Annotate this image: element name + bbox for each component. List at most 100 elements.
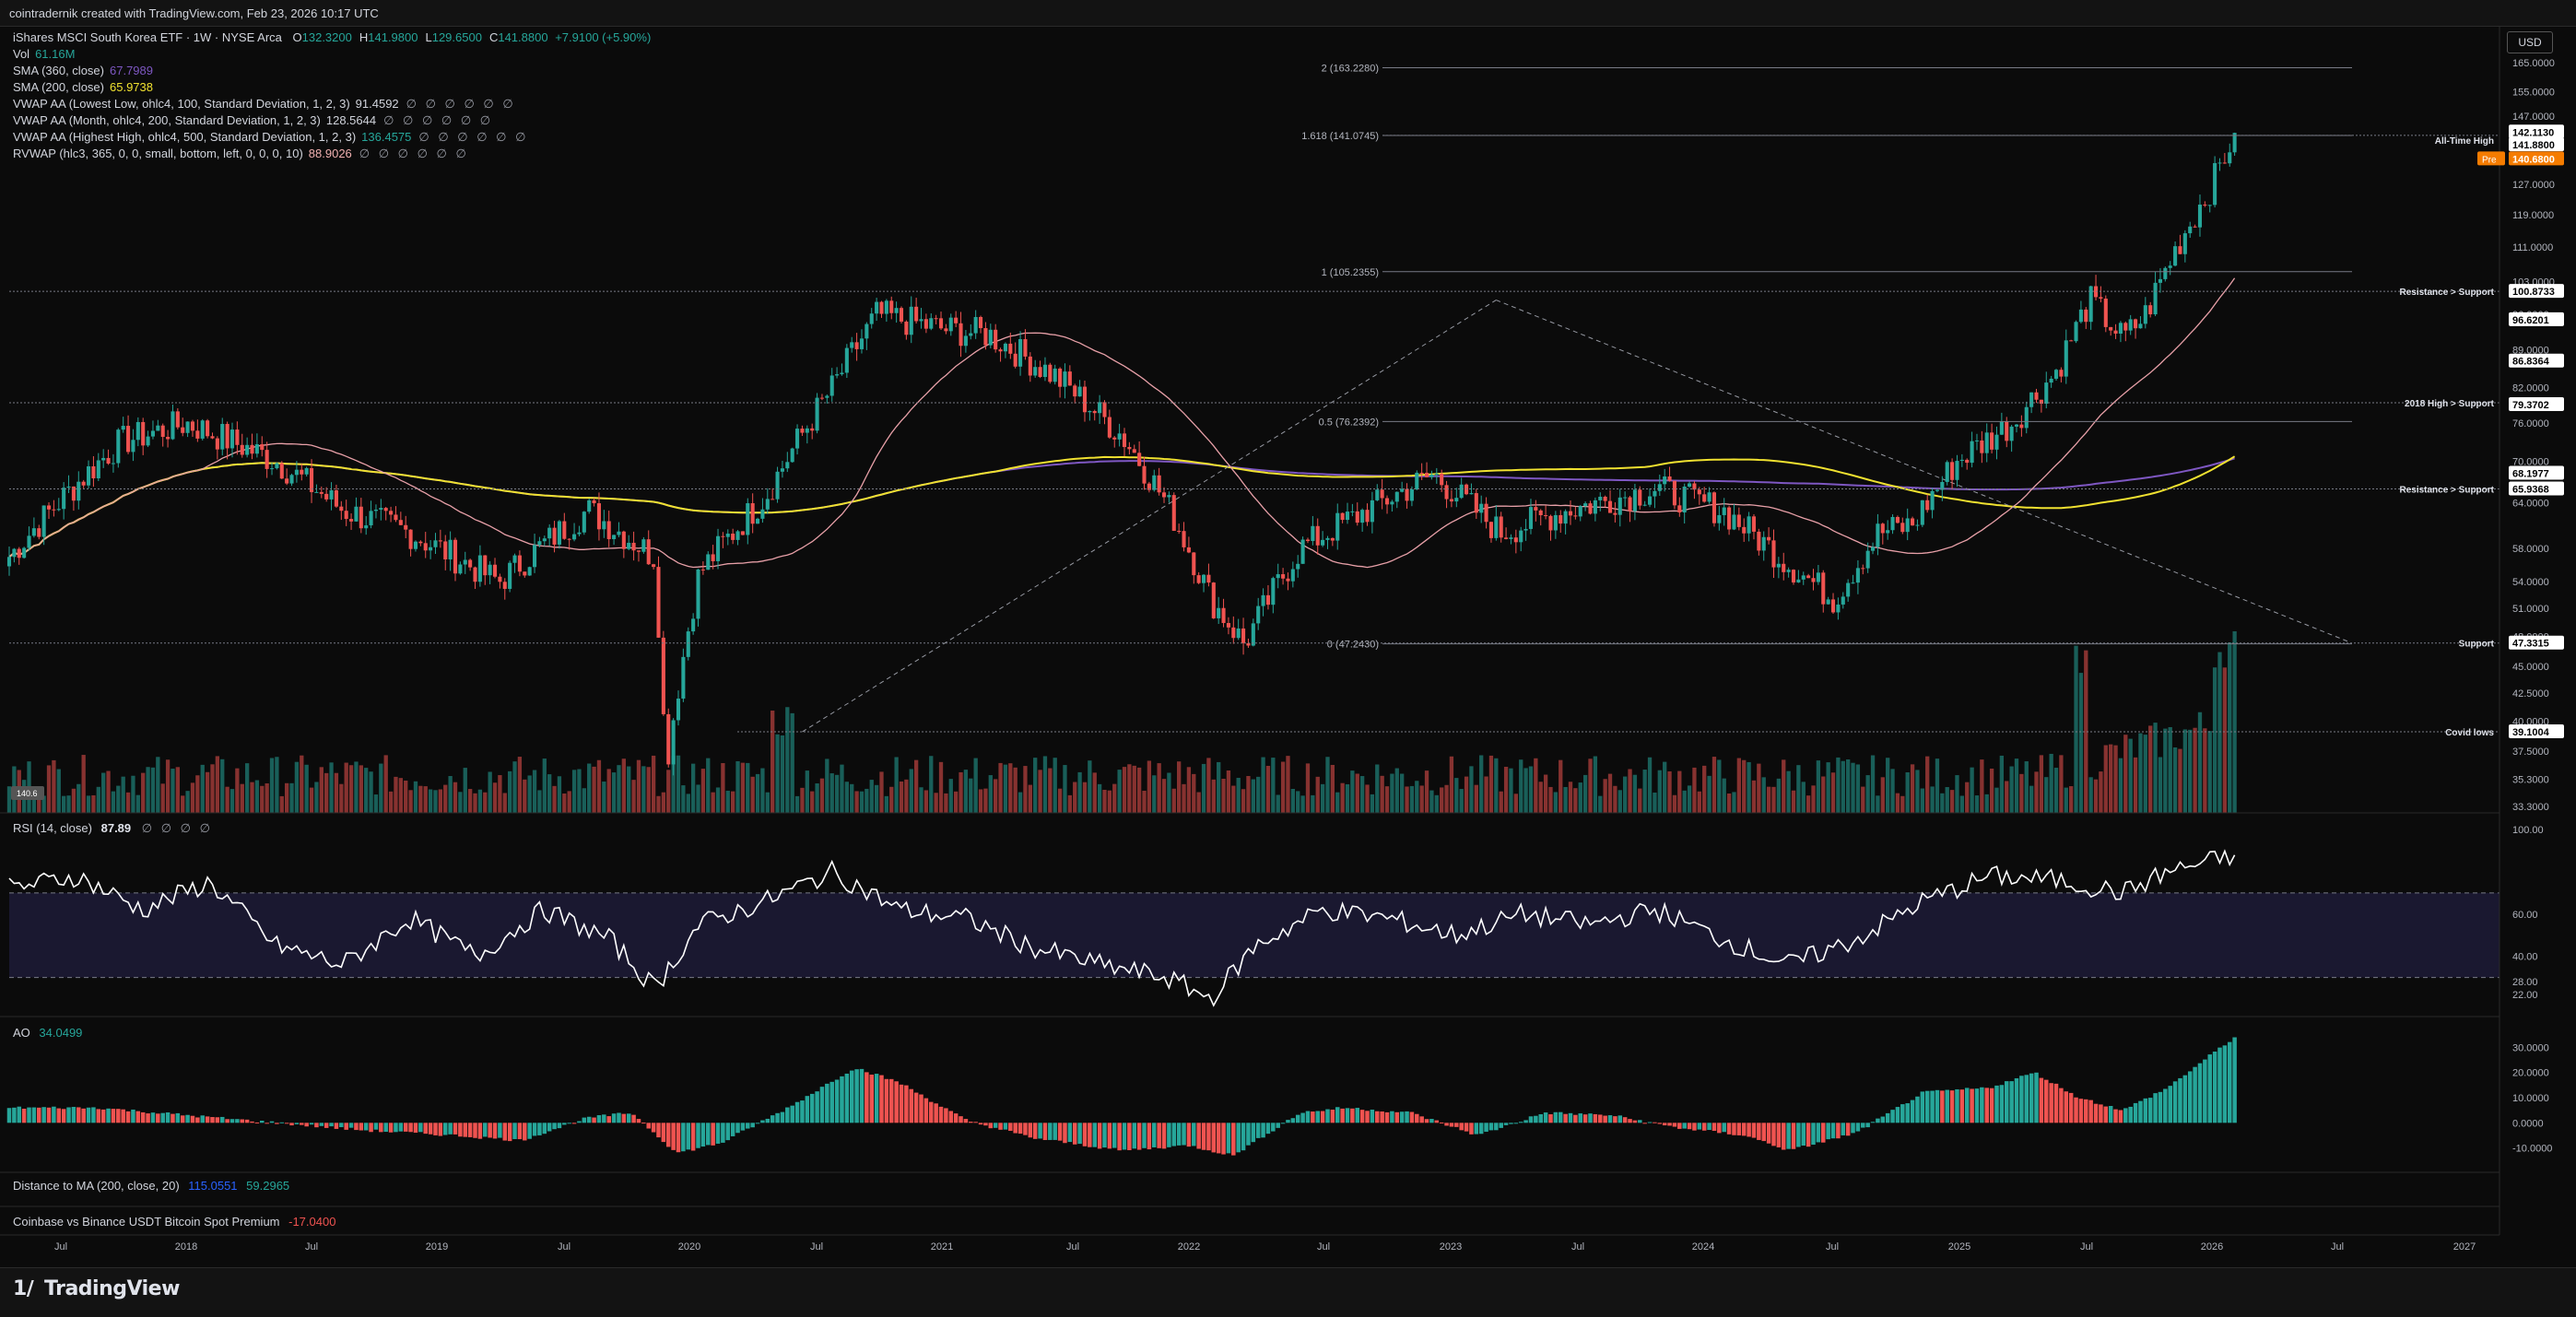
ao-histogram-bar xyxy=(681,1123,686,1152)
ao-histogram-bar xyxy=(1028,1123,1033,1138)
ao-histogram-bar xyxy=(433,1123,438,1135)
volume-bar xyxy=(1335,792,1340,813)
volume-bar xyxy=(542,758,547,813)
candle-body xyxy=(1067,371,1072,386)
time-axis[interactable]: Jul 2018 Jul 2019 Jul 2020 Jul 2021 Jul 2022 Jul 20… xyxy=(54,1241,2476,1252)
ao-histogram-bar xyxy=(1994,1085,1999,1123)
volume-bar xyxy=(988,775,993,813)
volume-bar xyxy=(2005,781,2009,813)
price-axis-tick: 37.5000 xyxy=(2512,747,2549,758)
candle-body xyxy=(1484,503,1488,523)
ao-histogram-bar xyxy=(1136,1123,1142,1150)
candle-body xyxy=(904,321,909,335)
ao-histogram-bar xyxy=(1930,1090,1935,1123)
volume-bar xyxy=(819,778,825,813)
ao-histogram-bar xyxy=(1409,1111,1415,1123)
time-axis-tick: 2027 xyxy=(2453,1241,2476,1252)
candle-body xyxy=(552,527,557,545)
indicator-legend-row[interactable]: VWAP AA (Month, ohlc4, 200, Standard Dev… xyxy=(13,113,493,128)
price-tag xyxy=(2509,151,2564,166)
indicator-legend-row[interactable]: RVWAP (hlc3, 365, 0, 0, small, bottom, l… xyxy=(13,147,469,161)
candle-body xyxy=(825,395,829,398)
price-pane[interactable]: 2 (163.2280) 1.618 (141.0745) 1 (105.2355)… xyxy=(6,63,2500,813)
ao-histogram-bar xyxy=(453,1123,458,1135)
candle-body xyxy=(448,539,453,559)
ao-histogram-bar xyxy=(2217,1047,2222,1123)
candle-body xyxy=(1296,563,1300,570)
ao-histogram-bar xyxy=(1582,1114,1588,1123)
candle-body xyxy=(711,554,715,561)
volume-bar xyxy=(1384,786,1390,813)
volume-bar xyxy=(1776,778,1782,813)
ao-histogram-bar xyxy=(1726,1123,1732,1135)
indicator-legend-row[interactable]: SMA (360, close) 67.7989 xyxy=(13,64,153,77)
candle-body xyxy=(1930,490,1935,511)
volume-bar xyxy=(1394,768,1399,813)
volume-bar xyxy=(646,767,651,813)
ao-histogram-bar xyxy=(27,1107,31,1123)
candle-body xyxy=(2232,133,2237,153)
candle-body xyxy=(2014,424,2019,427)
indicator-legend-row[interactable]: VWAP AA (Lowest Low, ohlc4, 100, Standar… xyxy=(13,97,516,112)
bitcoin-premium-legend: Coinbase vs Binance USDT Bitcoin Spot Pr… xyxy=(13,1215,335,1229)
candle-body xyxy=(1791,570,1796,583)
indicator-legend-row[interactable]: SMA (200, close) 65.9738 xyxy=(13,80,153,94)
ao-histogram-bar xyxy=(2193,1066,2197,1123)
ao-histogram-bar xyxy=(363,1123,369,1131)
ao-histogram-bar xyxy=(250,1121,254,1123)
time-axis-tick: Jul xyxy=(305,1241,318,1252)
price-tag xyxy=(2509,397,2564,412)
currency-button[interactable]: USD xyxy=(2507,31,2553,53)
candle-body xyxy=(408,529,413,549)
candle-body xyxy=(389,511,394,515)
candle-body xyxy=(314,491,319,493)
candle-body xyxy=(1990,432,1994,450)
candle-body xyxy=(1761,536,1766,551)
candle-body xyxy=(91,465,96,479)
candle-body xyxy=(1226,622,1230,628)
candle-body xyxy=(1088,411,1092,413)
ao-histogram-bar xyxy=(1265,1123,1271,1135)
ao-histogram-bar xyxy=(1876,1118,1880,1123)
candle-body xyxy=(1598,496,1603,500)
candle-body xyxy=(1394,491,1399,502)
ao-histogram-bar xyxy=(586,1116,592,1123)
price-tag-text: 100.8733 xyxy=(2512,287,2555,298)
indicator-legend-row[interactable]: VWAP AA (Highest High, ohlc4, 500, Stand… xyxy=(13,130,528,145)
ao-histogram-bar xyxy=(1459,1123,1464,1131)
indicator-legend-row[interactable]: Vol 61.16M xyxy=(13,47,75,61)
ao-histogram-bar xyxy=(631,1114,636,1123)
volume-bar xyxy=(220,758,225,813)
tradingview-logo[interactable]: 1∕ TradingView xyxy=(13,1277,180,1300)
candle-body xyxy=(1697,489,1701,495)
ao-histogram-bar xyxy=(1206,1123,1211,1151)
candle-body xyxy=(324,493,329,500)
chart-area[interactable]: 2 (163.2280) 1.618 (141.0745) 1 (105.2355)… xyxy=(0,26,2576,1267)
candle-body xyxy=(889,300,894,313)
ao-histogram-bar xyxy=(428,1123,433,1135)
volume-bar xyxy=(1796,765,1801,813)
ao-histogram-bar xyxy=(1147,1123,1152,1150)
ao-histogram-bar xyxy=(537,1123,542,1135)
candle-body xyxy=(1905,518,1910,533)
ao-histogram-bar xyxy=(1732,1123,1736,1135)
ao-histogram-bar xyxy=(959,1116,963,1123)
volume-bar xyxy=(146,767,150,813)
ao-histogram-bar xyxy=(418,1123,423,1133)
ao-histogram-bar xyxy=(1955,1089,1959,1123)
ao-histogram-bar xyxy=(1845,1123,1851,1136)
candle-body xyxy=(512,555,517,563)
time-axis-tick: 2019 xyxy=(426,1241,448,1252)
candle-body xyxy=(438,540,442,542)
volume-bar xyxy=(1900,795,1905,813)
candle-body xyxy=(1548,515,1553,531)
price-axis[interactable]: 165.0000 155.0000 147.0000 127.0000 119.0000… xyxy=(2477,26,2564,1235)
volume-bar xyxy=(2172,747,2178,813)
volume-bar xyxy=(1206,758,1211,813)
volume-bar xyxy=(2024,761,2029,813)
volume-bar xyxy=(463,768,467,813)
volume-bars xyxy=(6,630,2237,813)
candle-body xyxy=(1534,507,1538,511)
volume-bar xyxy=(571,770,577,813)
candle-body xyxy=(2069,340,2074,342)
